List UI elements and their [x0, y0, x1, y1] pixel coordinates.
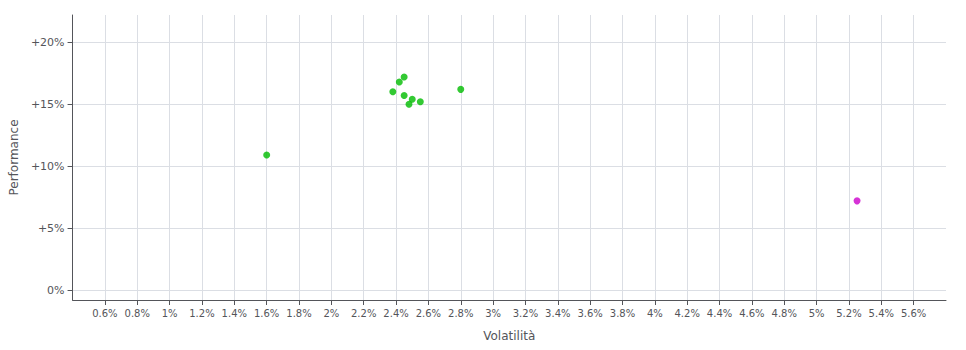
- svg-text:3.4%: 3.4%: [545, 308, 570, 319]
- svg-text:+5%: +5%: [38, 222, 65, 235]
- svg-text:Volatilità: Volatilità: [483, 329, 535, 343]
- svg-text:+20%: +20%: [31, 36, 65, 49]
- svg-text:3.6%: 3.6%: [577, 308, 602, 319]
- svg-text:0.6%: 0.6%: [92, 308, 117, 319]
- svg-text:5.4%: 5.4%: [869, 308, 894, 319]
- svg-text:3.8%: 3.8%: [610, 308, 635, 319]
- svg-text:5.6%: 5.6%: [901, 308, 926, 319]
- svg-text:2%: 2%: [323, 308, 339, 319]
- svg-text:1%: 1%: [162, 308, 178, 319]
- svg-text:1.4%: 1.4%: [222, 308, 247, 319]
- svg-text:Performance: Performance: [7, 119, 21, 195]
- svg-text:4.4%: 4.4%: [707, 308, 732, 319]
- svg-text:2.2%: 2.2%: [351, 308, 376, 319]
- svg-text:4.8%: 4.8%: [772, 308, 797, 319]
- svg-text:1.6%: 1.6%: [254, 308, 279, 319]
- svg-text:5%: 5%: [809, 308, 825, 319]
- svg-text:3.2%: 3.2%: [513, 308, 538, 319]
- svg-text:2.6%: 2.6%: [416, 308, 441, 319]
- svg-text:0%: 0%: [47, 284, 64, 297]
- svg-text:3%: 3%: [485, 308, 501, 319]
- svg-text:1.8%: 1.8%: [286, 308, 311, 319]
- svg-text:0.8%: 0.8%: [125, 308, 150, 319]
- svg-text:2.8%: 2.8%: [448, 308, 473, 319]
- svg-text:+10%: +10%: [31, 160, 65, 173]
- svg-text:2.4%: 2.4%: [383, 308, 408, 319]
- svg-text:1.2%: 1.2%: [189, 308, 214, 319]
- svg-text:4%: 4%: [647, 308, 663, 319]
- svg-text:4.2%: 4.2%: [675, 308, 700, 319]
- svg-text:4.6%: 4.6%: [739, 308, 764, 319]
- svg-text:+15%: +15%: [31, 98, 65, 111]
- svg-text:5.2%: 5.2%: [836, 308, 861, 319]
